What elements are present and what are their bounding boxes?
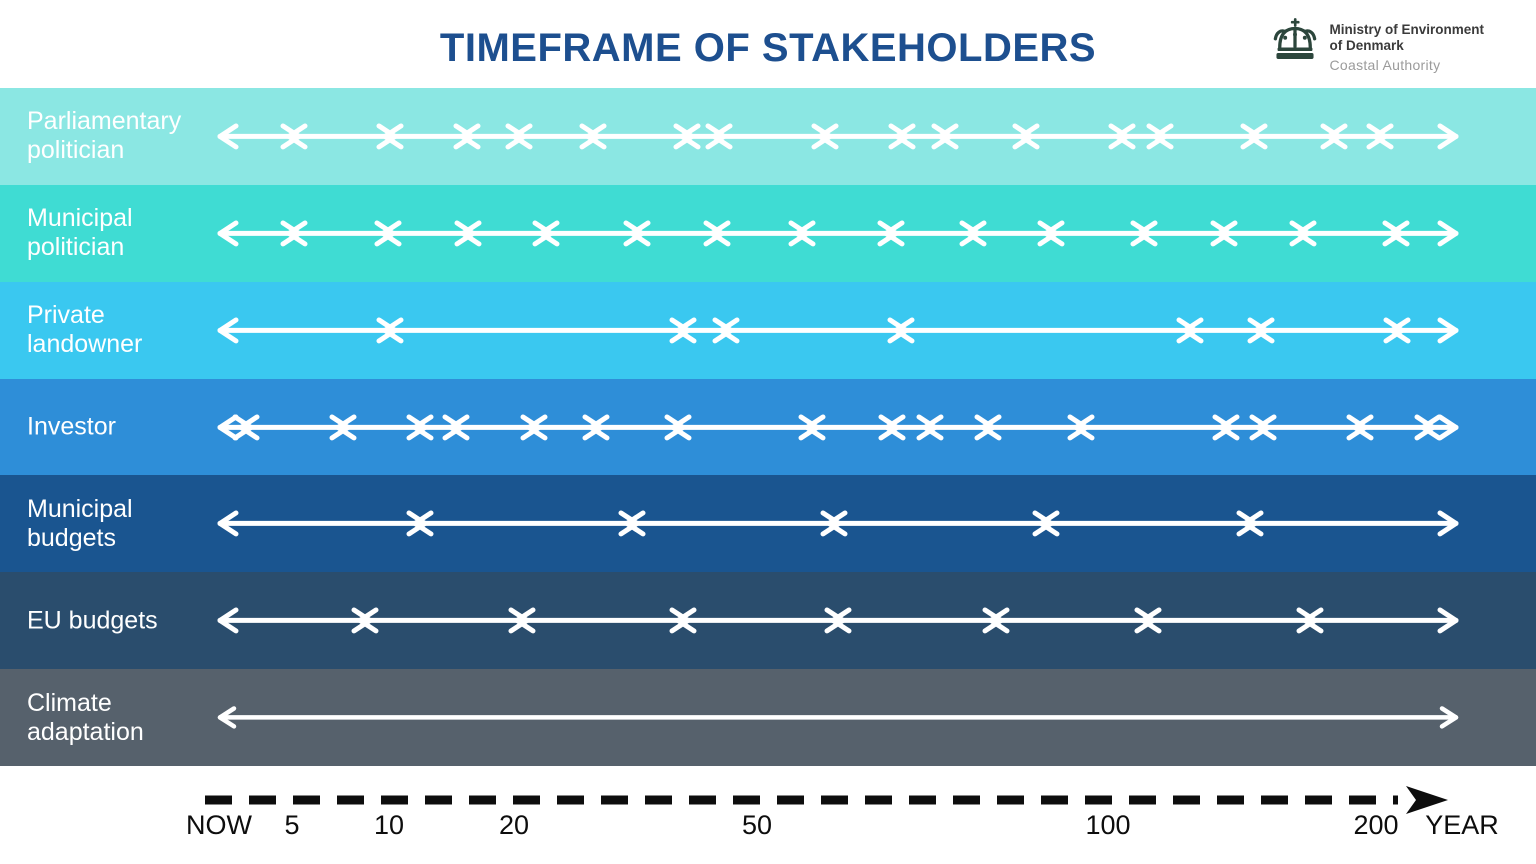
timeline-arrow [217, 510, 1459, 537]
logo-text: Ministry of Environment of Denmark Coast… [1329, 16, 1484, 73]
danish-royal-crown-icon [1274, 18, 1317, 59]
band-municipal-politician: Municipal politician [0, 184, 1536, 282]
page-title: TIMEFRAME OF STAKEHOLDERS [439, 26, 1097, 70]
stakeholder-bands: Parliamentary politician Municipal politi… [0, 88, 1536, 767]
band-eu-budgets: EU budgets [0, 572, 1536, 670]
band-label: Municipal politician [27, 204, 133, 262]
band-label: EU budgets [27, 606, 158, 635]
axis-label-year: YEAR [1425, 810, 1499, 840]
axis-label-now: NOW [186, 810, 252, 840]
timeline-arrow [217, 123, 1459, 150]
time-axis: NOW 5 10 20 50 100 200 YEAR [0, 766, 1536, 864]
timeline-arrow [217, 414, 1459, 440]
axis-label-200: 200 [1353, 810, 1399, 840]
header: TIMEFRAME OF STAKEHOLDERS [0, 0, 1536, 88]
band-municipal-budgets: Municipal budgets [0, 475, 1536, 573]
band-label: Climate adaptation [27, 688, 144, 746]
band-climate-adaptation: Climate adaptation [0, 669, 1536, 767]
timeline-arrow [217, 220, 1459, 247]
axis-label-50: 50 [741, 810, 773, 840]
timeline-arrow [217, 706, 1459, 729]
time-axis-arrow [205, 786, 1448, 814]
timeline-arrow [217, 607, 1459, 634]
axis-label-5: 5 [284, 810, 300, 840]
band-investor: Investor [0, 378, 1536, 476]
axis-label-10: 10 [373, 810, 405, 840]
band-label: Private landowner [27, 301, 143, 359]
logo-subtitle: Coastal Authority [1329, 56, 1441, 73]
axis-label-100: 100 [1085, 810, 1131, 840]
band-private-landowner: Private landowner [0, 281, 1536, 379]
band-label: Municipal budgets [27, 494, 133, 552]
logo-org-line1: Ministry of Environment [1329, 22, 1484, 37]
axis-arrowhead-icon [1406, 786, 1448, 814]
band-label: Investor [27, 412, 116, 441]
logo-org-line2: of Denmark [1329, 37, 1404, 53]
timeline-arrow [217, 317, 1459, 344]
axis-label-20: 20 [498, 810, 530, 840]
band-parliamentary-politician: Parliamentary politician [0, 88, 1536, 185]
ministry-logo: Ministry of Environment of Denmark Coast… [1271, 16, 1484, 73]
band-label: Parliamentary politician [27, 107, 182, 165]
